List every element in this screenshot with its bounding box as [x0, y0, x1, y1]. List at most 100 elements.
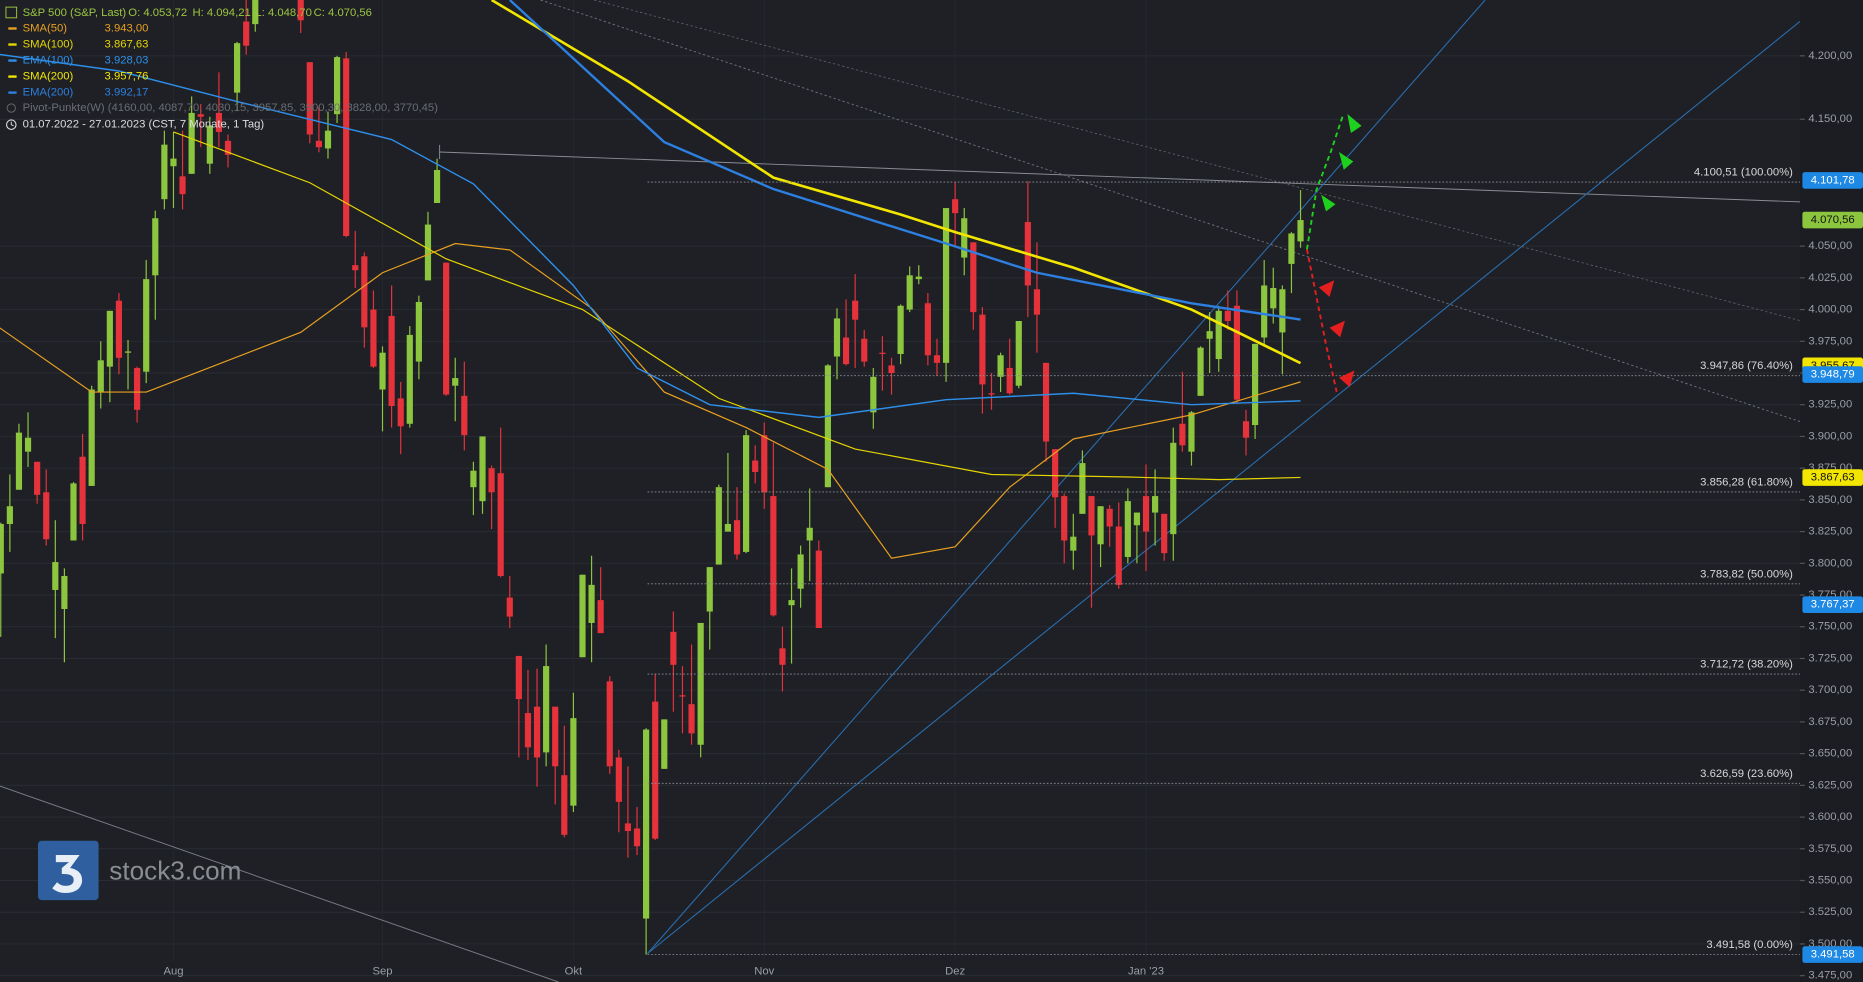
candle-body — [15, 432, 23, 490]
candle-body — [1170, 442, 1177, 535]
candle-body — [579, 574, 586, 658]
candle-body — [888, 365, 895, 374]
candle-body — [906, 275, 913, 310]
candle-body — [1188, 412, 1195, 452]
candle-body — [352, 265, 359, 271]
arrow-head — [1329, 320, 1345, 338]
fib-label: 3.491,58 (0.00%) — [1706, 939, 1793, 951]
candle-body — [1133, 512, 1141, 526]
candle-body — [833, 318, 841, 357]
candle-body — [234, 43, 241, 93]
x-tick-label: Dez — [945, 965, 965, 977]
price-tag-label: 3.767,37 — [1811, 599, 1855, 611]
candle-body — [770, 496, 777, 616]
symbol-title: S&P 500 (S&P, Last) — [23, 7, 127, 19]
price-tag-label: 3.955,67 — [1811, 360, 1855, 372]
indicator-line — [509, 0, 1301, 321]
candle-body — [670, 631, 677, 665]
trend-line — [439, 151, 1801, 203]
legend-name: SMA(50) — [23, 22, 68, 34]
arrow-head — [1347, 113, 1362, 133]
candle-body — [915, 276, 922, 280]
candle-body — [806, 527, 813, 541]
candle-body — [743, 435, 750, 552]
candle-body — [443, 262, 450, 395]
price-tag-label: 3.948,79 — [1811, 369, 1855, 381]
candle-body — [24, 437, 32, 452]
candle-body — [661, 719, 668, 769]
y-tick-label: 3.650,00 — [1808, 748, 1852, 760]
candle-body — [533, 706, 541, 758]
y-tick-label: 3.500,00 — [1808, 938, 1852, 950]
candle-body — [406, 334, 413, 424]
y-tick-label: 3.775,00 — [1808, 589, 1852, 601]
y-tick-label: 3.800,00 — [1808, 557, 1852, 569]
candle-body — [306, 62, 313, 135]
logo-text: stock3.com — [109, 856, 241, 886]
candle-body — [115, 300, 123, 358]
candle-body — [6, 506, 13, 524]
legend-name: SMA(100) — [23, 39, 74, 51]
candle-body — [1252, 343, 1259, 426]
x-tick-label: Okt — [565, 965, 583, 977]
candle-body — [1270, 288, 1277, 309]
candle-body — [1015, 320, 1022, 386]
arrow-head — [1339, 151, 1354, 170]
logo-glyph — [52, 854, 83, 893]
price-tag-label: 4.070,56 — [1811, 214, 1855, 226]
price-tag-label: 3.491,58 — [1811, 949, 1855, 961]
candle-body — [1242, 421, 1250, 438]
y-tick-label: 4.025,00 — [1808, 272, 1852, 284]
price-tag — [1802, 469, 1863, 486]
legend-value: 3.867,63 — [105, 39, 149, 51]
candle-body — [179, 176, 186, 195]
y-tick-label: 3.825,00 — [1808, 526, 1852, 538]
candle-body — [70, 483, 77, 541]
candle-body — [997, 355, 1004, 377]
candle-body — [970, 242, 977, 313]
candle-body — [606, 681, 613, 767]
y-tick-label: 3.925,00 — [1808, 399, 1852, 411]
x-tick-label: Aug — [163, 965, 183, 977]
candle-body — [197, 114, 204, 117]
candle-body — [297, 0, 304, 21]
candle-body — [34, 461, 41, 495]
price-tag — [1802, 946, 1863, 963]
ohlc-high: H: 4.094,21 — [192, 7, 250, 19]
candle-body — [0, 523, 4, 574]
candle-body — [842, 337, 850, 365]
candle-body — [206, 125, 213, 164]
y-tick-label: 3.675,00 — [1808, 716, 1852, 728]
clock-icon — [6, 119, 17, 130]
candle-body — [1070, 536, 1077, 551]
legend-value: 3.928,03 — [105, 55, 149, 67]
y-tick-label: 3.900,00 — [1808, 430, 1852, 442]
candle-body — [215, 112, 223, 132]
candle-body — [652, 701, 659, 839]
candle-body — [942, 208, 950, 363]
candle-body — [52, 562, 59, 590]
candle-body — [697, 622, 704, 745]
candle-body — [1052, 449, 1059, 498]
candle-body — [470, 470, 477, 488]
candle-body — [1261, 285, 1268, 338]
fib-label: 3.626,59 (23.60%) — [1700, 768, 1793, 780]
candle-body — [752, 460, 759, 472]
y-tick-label: 3.575,00 — [1808, 843, 1852, 855]
candle-body — [188, 112, 195, 174]
candle-body — [379, 352, 386, 390]
x-tick-label: Nov — [754, 965, 774, 977]
candle-body — [243, 21, 250, 46]
candle-body — [88, 389, 95, 486]
y-tick-label: 3.875,00 — [1808, 462, 1852, 474]
indicator-line — [0, 53, 1301, 419]
candle-body — [106, 310, 113, 367]
candle-body — [706, 567, 713, 612]
candle-body — [952, 199, 959, 214]
clock-hand — [10, 121, 14, 127]
candle-body — [861, 338, 868, 362]
fib-label: 3.856,28 (61.80%) — [1700, 476, 1793, 488]
candle-body — [415, 301, 422, 362]
candle-body — [1161, 513, 1168, 554]
y-tick-label: 4.200,00 — [1808, 50, 1852, 62]
